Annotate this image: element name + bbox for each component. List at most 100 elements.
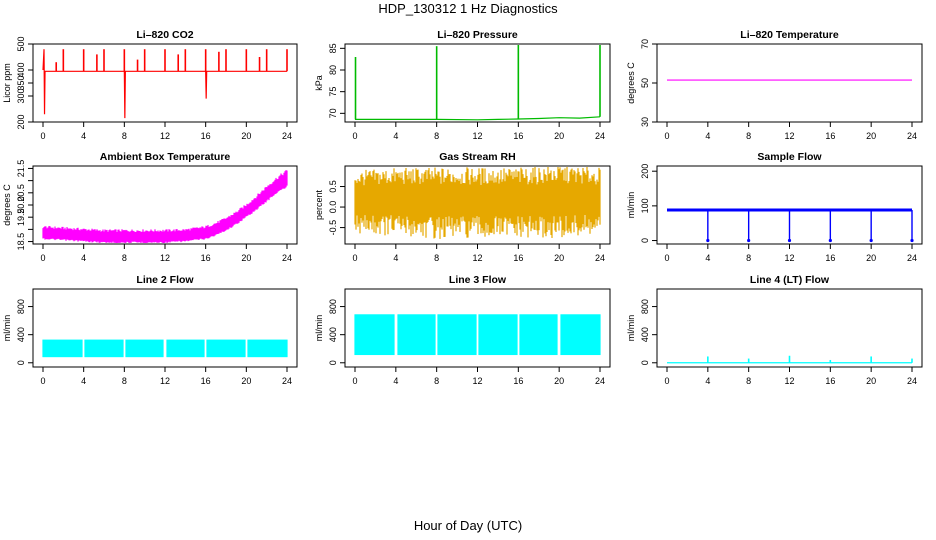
series-line bbox=[42, 49, 287, 119]
y-tick-label: 400 bbox=[16, 62, 26, 77]
x-tick-label: 8 bbox=[122, 131, 127, 141]
x-tick-label: 16 bbox=[825, 376, 835, 386]
main-title: HDP_130312 1 Hz Diagnostics bbox=[378, 1, 558, 16]
panel-7: Line 2 Flow ml/min 0 4 8 12 16 20 24 0 400 800 bbox=[2, 274, 298, 386]
series-layer bbox=[42, 170, 288, 243]
x-tick-label: 0 bbox=[40, 131, 45, 141]
panel-title: Line 3 Flow bbox=[449, 274, 507, 286]
panel-title: Line 2 Flow bbox=[136, 274, 194, 286]
x-tick-label: 24 bbox=[282, 253, 292, 263]
series-layer bbox=[354, 167, 601, 239]
series-layer bbox=[42, 339, 288, 358]
panel-title: Gas Stream RH bbox=[439, 151, 515, 163]
plot-frame bbox=[656, 288, 923, 368]
x-tick-label: 20 bbox=[866, 253, 876, 263]
x-tick-label: 0 bbox=[40, 376, 45, 386]
x-tick-label: 20 bbox=[866, 131, 876, 141]
series-layer bbox=[667, 355, 913, 364]
x-tick-label: 4 bbox=[81, 131, 86, 141]
x-axis-title: Hour of Day (UTC) bbox=[413, 518, 523, 533]
y-axis-label: degrees C bbox=[626, 62, 636, 104]
x-tick-label: 24 bbox=[595, 131, 605, 141]
panel-title: Ambient Box Temperature bbox=[100, 151, 231, 163]
y-axis-label: Licor ppm bbox=[2, 63, 12, 103]
y-tick-label: 400 bbox=[640, 327, 650, 342]
x-tick-label: 0 bbox=[664, 376, 669, 386]
x-tick-label: 20 bbox=[554, 131, 564, 141]
plot-frame bbox=[656, 43, 923, 123]
panel-title: Li–820 Pressure bbox=[437, 29, 518, 41]
plot-frame bbox=[344, 43, 611, 123]
x-tick-label: 8 bbox=[434, 131, 439, 141]
panel-8: Line 3 Flow ml/min 0 4 8 12 16 20 24 0 400 800 bbox=[314, 274, 611, 386]
x-tick-label: 20 bbox=[554, 376, 564, 386]
x-tick-label: 16 bbox=[513, 376, 523, 386]
x-tick-label: 4 bbox=[705, 131, 710, 141]
x-tick-label: 12 bbox=[784, 131, 794, 141]
y-tick-label: 800 bbox=[328, 299, 338, 314]
data-point bbox=[706, 238, 710, 243]
x-tick-label: 4 bbox=[705, 253, 710, 263]
panel-title: Line 4 (LT) Flow bbox=[750, 274, 830, 286]
series-layer bbox=[42, 49, 288, 119]
panel-6: Sample Flow ml/min 0 4 8 12 16 20 24 0 100 200 bbox=[626, 151, 923, 263]
x-tick-label: 8 bbox=[434, 253, 439, 263]
y-axis-label: degrees C bbox=[2, 184, 12, 226]
panel-2: Li–820 Pressure kPa 0 4 8 12 16 20 24 70 75 80 85 bbox=[314, 29, 611, 141]
panel-title: Sample Flow bbox=[757, 151, 822, 163]
y-tick-label: 0 bbox=[328, 360, 338, 365]
x-tick-label: 24 bbox=[907, 376, 917, 386]
x-tick-label: 16 bbox=[825, 131, 835, 141]
x-tick-label: 4 bbox=[81, 253, 86, 263]
x-tick-label: 16 bbox=[513, 253, 523, 263]
x-tick-label: 12 bbox=[784, 376, 794, 386]
x-tick-label: 24 bbox=[282, 376, 292, 386]
panel-title: Li–820 CO2 bbox=[136, 29, 193, 41]
y-tick-label: 85 bbox=[328, 43, 338, 53]
panel-5: Gas Stream RH percent 0 4 8 12 16 20 24 -0.5 0.0 0.… bbox=[314, 151, 611, 263]
x-tick-label: 20 bbox=[866, 376, 876, 386]
x-tick-label: 0 bbox=[352, 376, 357, 386]
y-tick-label: 100 bbox=[640, 198, 650, 213]
x-tick-label: 0 bbox=[664, 131, 669, 141]
panel-9: Line 4 (LT) Flow ml/min 0 4 8 12 16 20 24 0 400 800 bbox=[626, 274, 923, 386]
series-line bbox=[355, 116, 601, 121]
x-tick-label: 4 bbox=[393, 131, 398, 141]
y-axis-label: ml/min bbox=[2, 315, 12, 342]
y-tick-label: 21.5 bbox=[16, 160, 26, 178]
y-tick-label: 75 bbox=[328, 87, 338, 97]
y-axis-label: kPa bbox=[314, 75, 324, 91]
y-tick-label: 350 bbox=[16, 75, 26, 90]
y-tick-label: 500 bbox=[16, 36, 26, 51]
y-tick-label: 0 bbox=[16, 360, 26, 365]
y-tick-label: 80 bbox=[328, 65, 338, 75]
x-tick-label: 24 bbox=[907, 131, 917, 141]
x-tick-label: 0 bbox=[352, 253, 357, 263]
y-tick-label: 200 bbox=[16, 114, 26, 129]
x-tick-label: 12 bbox=[472, 131, 482, 141]
x-tick-label: 16 bbox=[825, 253, 835, 263]
y-tick-label: 0 bbox=[640, 238, 650, 243]
x-tick-label: 8 bbox=[122, 376, 127, 386]
x-tick-label: 4 bbox=[393, 253, 398, 263]
x-tick-label: 20 bbox=[241, 253, 251, 263]
x-tick-label: 8 bbox=[122, 253, 127, 263]
x-tick-label: 24 bbox=[907, 253, 917, 263]
x-tick-label: 16 bbox=[201, 131, 211, 141]
x-tick-label: 4 bbox=[393, 376, 398, 386]
x-tick-label: 8 bbox=[746, 131, 751, 141]
x-tick-label: 20 bbox=[554, 253, 564, 263]
x-tick-label: 12 bbox=[784, 253, 794, 263]
x-tick-label: 24 bbox=[595, 376, 605, 386]
series-layer bbox=[354, 45, 601, 121]
x-tick-label: 4 bbox=[81, 376, 86, 386]
y-tick-label: 19.5 bbox=[16, 208, 26, 226]
y-tick-label: 50 bbox=[640, 78, 650, 88]
data-point bbox=[828, 238, 832, 243]
x-tick-label: 16 bbox=[513, 131, 523, 141]
x-tick-label: 16 bbox=[201, 253, 211, 263]
x-tick-label: 8 bbox=[434, 376, 439, 386]
x-tick-label: 0 bbox=[40, 253, 45, 263]
y-axis-label: ml/min bbox=[314, 315, 324, 342]
x-tick-label: 0 bbox=[352, 131, 357, 141]
